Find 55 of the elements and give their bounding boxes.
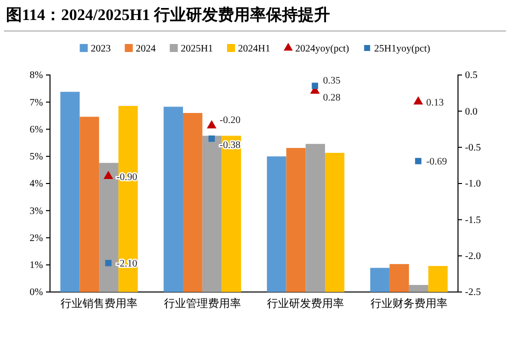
point xyxy=(312,82,318,90)
legend-label: 2024H1 xyxy=(238,44,270,54)
bar xyxy=(408,284,428,292)
data-label: -0.20 xyxy=(220,115,240,126)
chart-title: 图114：2024/2025H1 行业研发费用率保持提升 xyxy=(6,5,330,24)
bar xyxy=(118,106,138,292)
y-tick-label: 8% xyxy=(30,70,43,82)
bar xyxy=(266,156,286,292)
y2-tick-label: 0.0 xyxy=(465,106,478,118)
legend-label: 2024yoy(pct) xyxy=(295,44,350,54)
point xyxy=(413,96,424,105)
point xyxy=(208,135,215,142)
data-label: 0.28 xyxy=(322,92,340,104)
y-tick-label: 4% xyxy=(30,178,43,190)
legend-label: 25H1yoy(pct) xyxy=(374,44,430,54)
y-tick-label: 1% xyxy=(30,260,43,272)
bar xyxy=(370,268,390,292)
x-tick-label: 行业销售费用率 xyxy=(60,297,138,310)
y-tick-label: 2% xyxy=(30,232,43,244)
legend-label: 2023 xyxy=(90,44,111,54)
data-label: -0.69 xyxy=(426,156,448,168)
y-tick-label: 5% xyxy=(30,152,43,163)
point xyxy=(415,158,422,164)
bar xyxy=(164,106,183,292)
y-tick-label: 6% xyxy=(30,124,43,136)
y-tick-label: 7% xyxy=(30,97,43,108)
bar xyxy=(182,112,202,292)
x-tick-label: 行业研发费用率 xyxy=(267,297,344,310)
y2-tick-label: -0.5 xyxy=(465,142,481,154)
point xyxy=(104,170,114,180)
x-tick-label: 行业财务费用率 xyxy=(370,297,448,310)
bar xyxy=(222,136,242,292)
bar xyxy=(428,266,448,292)
bar xyxy=(286,148,306,292)
y2-tick-label: 0.5 xyxy=(465,70,478,82)
y-tick-label: 3% xyxy=(30,206,43,217)
legend-label: 2024 xyxy=(136,44,156,54)
point xyxy=(206,120,216,128)
bar xyxy=(306,144,326,292)
bar xyxy=(99,162,118,292)
bar xyxy=(80,116,100,292)
y-tick-label: 0% xyxy=(30,287,43,298)
y2-tick-label: -1.5 xyxy=(465,214,481,226)
point xyxy=(105,260,112,266)
x-tick-label: 行业管理费用率 xyxy=(164,297,241,310)
bar xyxy=(202,136,222,292)
bar xyxy=(390,264,409,292)
y2-tick-label: -2.5 xyxy=(465,287,481,298)
data-label: 0.13 xyxy=(426,97,444,108)
legend-label: 2025H1 xyxy=(180,44,213,54)
bar xyxy=(325,152,344,292)
y2-tick-label: -2.0 xyxy=(465,251,481,262)
bar xyxy=(60,92,80,292)
y2-tick-label: -1.0 xyxy=(465,178,481,190)
data-label: 0.35 xyxy=(322,75,340,86)
